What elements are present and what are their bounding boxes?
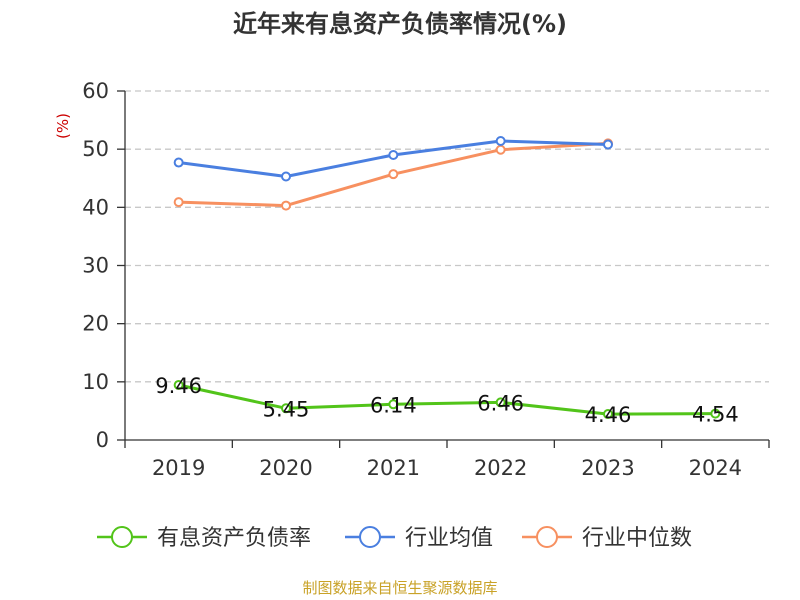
legend-label-1: 行业均值: [405, 526, 493, 551]
data-point: [173, 157, 184, 168]
legend-marker-1: [359, 526, 381, 548]
axes: 0 10 20 30 40 50 60 2019 2020 2021 2022 2023 2024: [82, 79, 770, 480]
data-point: [281, 403, 291, 414]
data-label: 4.54: [692, 403, 739, 427]
data-point: [495, 144, 506, 155]
data-point: [388, 149, 399, 160]
data-point: [388, 169, 399, 180]
chart-title: 近年来有息资产负债率情况(%): [233, 10, 567, 38]
data-label: 9.46: [155, 374, 202, 398]
x-tick-label: 2022: [474, 456, 527, 480]
x-tick-label: 2023: [581, 456, 634, 480]
data-point: [281, 171, 291, 182]
data-point: [388, 399, 399, 410]
series-line-0: [178, 383, 716, 416]
series-layer: [173, 136, 721, 420]
legend-label-0: 有息资产负债率: [157, 526, 311, 551]
data-point: [710, 408, 721, 419]
legend-label-2: 行业中位数: [582, 526, 692, 551]
data-point: [281, 200, 291, 211]
data-label: 6.46: [477, 391, 524, 415]
data-point: [603, 409, 613, 420]
legend-marker-0: [111, 526, 133, 548]
data-point: [173, 379, 184, 390]
x-tick-label: 2024: [689, 456, 742, 480]
x-tick-label: 2020: [259, 456, 312, 480]
y-tick-label: 20: [82, 312, 109, 336]
y-tick-label: 60: [82, 79, 109, 103]
x-tick-label: 2021: [367, 456, 420, 480]
y-tick-label: 50: [82, 137, 109, 161]
legend-marker-2: [536, 526, 558, 548]
data-point: [495, 397, 506, 408]
y-tick-label: 0: [96, 428, 109, 452]
x-tick-label: 2019: [152, 456, 205, 480]
y-tick-label: 40: [82, 195, 109, 219]
y-axis-label: (%): [54, 113, 72, 139]
legend: 有息资产负债率 行业均值 行业中位数: [97, 526, 692, 551]
data-labels: 9.46 5.45 6.14 6.46 4.46 4.54: [155, 374, 738, 427]
data-point: [173, 197, 184, 208]
data-point: [495, 136, 506, 147]
data-label: 5.45: [263, 397, 310, 421]
data-label: 6.14: [370, 393, 417, 417]
y-tick-label: 10: [82, 370, 109, 394]
data-point: [603, 139, 613, 150]
y-tick-label: 30: [82, 254, 109, 278]
data-label: 4.46: [585, 403, 632, 427]
source-note: 制图数据来自恒生聚源数据库: [302, 579, 497, 597]
grid-lines: [125, 90, 769, 383]
